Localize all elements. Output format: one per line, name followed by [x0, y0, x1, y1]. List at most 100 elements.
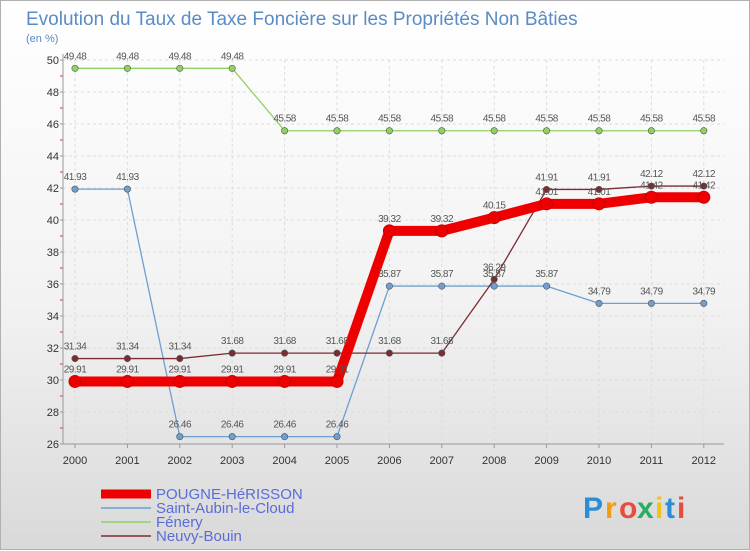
- data-label: 35.87: [535, 269, 558, 280]
- data-label: 41.42: [640, 180, 663, 191]
- x-tick-label: 2001: [115, 455, 139, 467]
- data-label: 26.46: [326, 420, 349, 431]
- data-label: 41.93: [116, 172, 139, 183]
- data-point: [68, 374, 82, 388]
- data-label: 29.91: [221, 364, 244, 375]
- y-tick-label: 34: [47, 311, 59, 323]
- data-point: [700, 182, 708, 190]
- y-tick-label: 26: [47, 439, 59, 451]
- data-label: 41.93: [64, 172, 87, 183]
- data-point: [385, 127, 393, 135]
- data-point: [71, 355, 79, 363]
- data-point: [700, 127, 708, 135]
- data-label: 34.79: [693, 286, 716, 297]
- data-label: 35.87: [431, 269, 454, 280]
- y-tick-label: 42: [47, 183, 59, 195]
- legend-label: Neuvy-Bouin: [156, 528, 242, 545]
- data-label: 26.46: [221, 420, 244, 431]
- data-label: 29.91: [273, 364, 296, 375]
- data-label: 41.42: [693, 180, 716, 191]
- legend: POUGNE-HéRISSONSaint-Aubin-le-CloudFéner…: [101, 486, 303, 545]
- y-tick-label: 38: [47, 247, 59, 259]
- axes: 26 28 30 32 34 36 38 40 42 44 46 48 50 2000 2001 2002 20…: [47, 54, 724, 467]
- data-label: 45.58: [535, 114, 558, 125]
- y-tick-label: 48: [47, 87, 59, 99]
- data-point: [123, 355, 131, 363]
- data-label: 49.48: [64, 51, 87, 62]
- data-point: [543, 282, 551, 290]
- data-label: 39.32: [378, 214, 401, 225]
- x-tick-label: 2006: [377, 455, 401, 467]
- y-tick-label: 30: [47, 375, 59, 387]
- chart-title: Evolution du Taux de Taxe Foncière sur l…: [26, 9, 578, 30]
- data-label: 31.34: [116, 342, 139, 353]
- data-point: [225, 374, 239, 388]
- logo-letter: t: [665, 492, 675, 525]
- data-label: 31.34: [64, 342, 87, 353]
- data-label: 34.79: [588, 286, 611, 297]
- series-pougne-h-risson: [68, 190, 711, 388]
- logo-letter: r: [605, 492, 617, 525]
- data-point: [173, 374, 187, 388]
- data-label: 45.58: [588, 114, 611, 125]
- data-label: 49.48: [169, 51, 192, 62]
- data-point: [435, 224, 449, 238]
- legend-label: Fénery: [156, 514, 203, 531]
- data-label: 41.91: [535, 172, 558, 183]
- data-point: [333, 127, 341, 135]
- x-tick-label: 2002: [168, 455, 192, 467]
- data-point: [382, 224, 396, 238]
- data-point: [281, 349, 289, 357]
- data-point: [176, 64, 184, 72]
- data-point: [123, 64, 131, 72]
- logo-letter: P: [583, 492, 603, 525]
- data-label: 49.48: [221, 51, 244, 62]
- data-label: 45.58: [431, 114, 454, 125]
- data-label: 49.48: [116, 51, 139, 62]
- x-tick-label: 2008: [482, 455, 506, 467]
- data-point: [592, 197, 606, 211]
- data-point: [281, 127, 289, 135]
- data-label: 31.68: [273, 336, 296, 347]
- data-point: [176, 433, 184, 441]
- legend-label: POUGNE-HéRISSON: [156, 486, 303, 503]
- data-point: [123, 185, 131, 193]
- data-label: 42.12: [640, 169, 663, 180]
- data-label: 45.58: [326, 114, 349, 125]
- series-f-nery: [71, 64, 708, 135]
- y-tick-label: 36: [47, 279, 59, 291]
- data-point: [647, 127, 655, 135]
- x-tick-label: 2003: [220, 455, 244, 467]
- data-point: [490, 127, 498, 135]
- data-point: [595, 127, 603, 135]
- data-point: [644, 190, 658, 204]
- legend-label: Saint-Aubin-le-Cloud: [156, 500, 294, 517]
- data-point: [697, 190, 711, 204]
- data-point: [543, 185, 551, 193]
- unit-label: (en %): [26, 33, 58, 45]
- data-label: 45.58: [693, 114, 716, 125]
- series-layer: [68, 64, 711, 441]
- data-point: [543, 127, 551, 135]
- data-point: [490, 275, 498, 283]
- data-label: 29.91: [64, 364, 87, 375]
- data-label: 31.68: [378, 336, 401, 347]
- data-point: [490, 282, 498, 290]
- data-label: 45.58: [483, 114, 506, 125]
- data-point: [595, 299, 603, 307]
- logo-letter: o: [619, 492, 637, 525]
- y-tick-label: 44: [47, 151, 59, 163]
- data-point: [330, 374, 344, 388]
- data-label: 41.01: [588, 187, 611, 198]
- data-labels: 49.48 49.48 49.48 49.48 45.58 45.58 45.58 45.58…: [64, 51, 717, 431]
- data-label: 35.87: [378, 269, 401, 280]
- data-label: 31.68: [431, 336, 454, 347]
- data-label: 34.79: [640, 286, 663, 297]
- data-point: [120, 374, 134, 388]
- data-point: [333, 349, 341, 357]
- x-tick-label: 2012: [692, 455, 716, 467]
- data-point: [438, 349, 446, 357]
- logo-letter: i: [677, 492, 685, 525]
